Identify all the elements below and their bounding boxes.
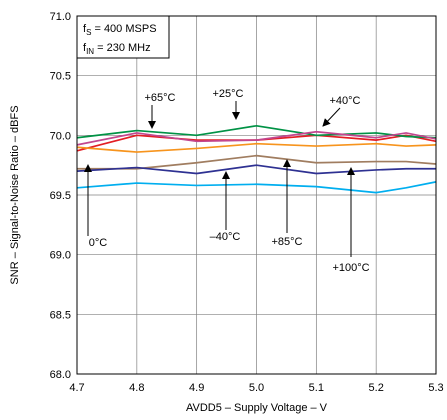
condition-fin: fIN = 230 MHz [83, 42, 151, 56]
series-line-3 [76, 130, 437, 146]
series-lines [76, 124, 437, 194]
conditions-box: fS = 400 MSPS fIN = 230 MHz [76, 15, 170, 59]
y-axis-title: SNR – Signal-to-Noise Ratio – dBFS [9, 105, 21, 284]
y-tick-label: 69.0 [50, 250, 71, 262]
plot-frame [76, 15, 437, 375]
x-tick-label: 5.2 [369, 382, 384, 394]
y-tick-label: 68.0 [50, 369, 71, 381]
series-line-2 [76, 124, 437, 139]
annotation-label-7: +100°C [332, 262, 369, 274]
annotation-label-6: +85°C [271, 236, 302, 248]
annotation-label-3: +40°C [329, 95, 360, 107]
y-tick-label: 69.5 [50, 190, 71, 202]
annotation-label-2: +25°C [212, 88, 243, 100]
x-tick-label: 5.1 [309, 382, 324, 394]
annotation-label-5: –40°C [210, 231, 241, 243]
x-axis-title: AVDD5 – Supply Voltage – V [186, 402, 328, 414]
annotations: +65°C +25°C +40°C 0°C –40°C +85°C +100°C [84, 88, 370, 274]
x-tick-label: 4.9 [189, 382, 204, 394]
x-tick-label: 4.7 [69, 382, 84, 394]
annotation-label-4: 0°C [89, 237, 108, 249]
x-tick-label: 5.3 [428, 382, 443, 394]
series-line-6 [76, 164, 436, 175]
y-tick-label: 70.0 [50, 130, 71, 142]
grid-lines [77, 16, 436, 374]
y-tick-label: 68.5 [50, 309, 71, 321]
x-tick-label: 4.8 [129, 382, 144, 394]
conditions-box-frame [76, 15, 170, 59]
y-tick-label: 71.0 [50, 11, 71, 23]
series-line-4 [76, 142, 437, 153]
condition-fs: fS = 400 MSPS [83, 23, 157, 37]
series-line-7 [76, 181, 437, 194]
annotation-arrow-3 [322, 107, 341, 127]
annotation-label-1: +65°C [144, 92, 175, 104]
y-tick-label: 70.5 [50, 71, 71, 83]
tick-labels: 4.7 4.8 4.9 5.0 5.1 5.2 5.3 68.0 68.5 69.0 69.5 70.… [50, 11, 444, 394]
x-tick-label: 5.0 [249, 382, 264, 394]
